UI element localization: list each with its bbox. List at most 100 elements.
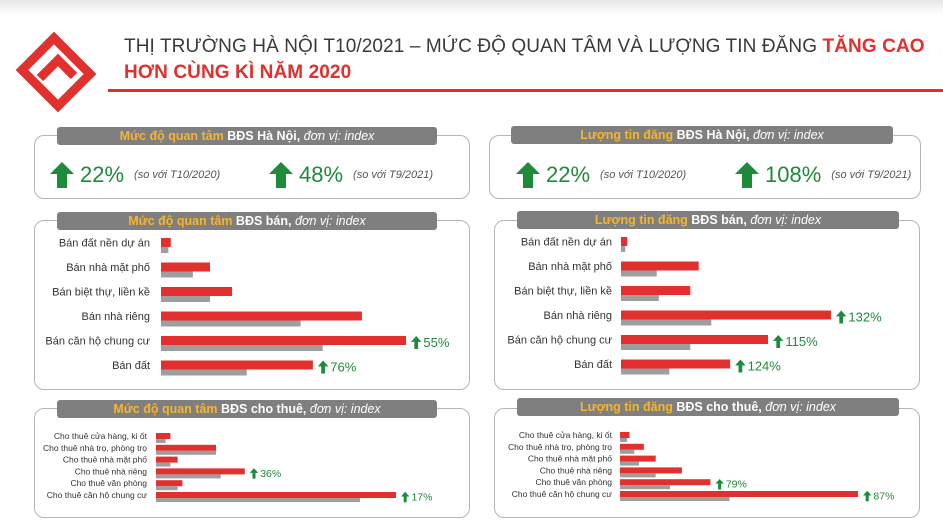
stat-note: (so với T9/2021) [831, 169, 912, 181]
interest-overall-panel [34, 135, 470, 199]
bar-previous [620, 497, 730, 501]
company-logo-icon [15, 31, 97, 113]
bar-current [620, 443, 644, 450]
growth-label: 124% [748, 358, 782, 373]
listings-sale-label: Lượng tin đăng BĐS bán, đơn vị: index [517, 211, 899, 229]
category-label: Cho thuê cửa hàng, ki ốt [519, 430, 613, 440]
category-label: Bán nhà riêng [82, 311, 151, 323]
bar-current [621, 261, 699, 271]
category-label: Bán biệt thự, liền kề [514, 285, 612, 297]
bar-previous [156, 474, 221, 479]
bar-previous [156, 462, 171, 467]
bar-previous [620, 438, 628, 442]
bar-previous [620, 473, 656, 478]
bar-current [621, 286, 691, 295]
bar-previous [161, 345, 323, 351]
up-arrow-icon [836, 310, 847, 324]
growth-label: 76% [330, 359, 356, 374]
stat-value: 48% [299, 162, 344, 187]
listings-overall-panel [489, 135, 921, 199]
up-arrow-icon [317, 360, 329, 374]
bar-current [161, 238, 171, 247]
listings-overall-label: Lượng tin đăng BĐS Hà Nội, đơn vị: index [511, 126, 893, 144]
bar-current [161, 311, 362, 321]
category-label: Bán nhà riêng [544, 310, 613, 322]
bar-current [620, 479, 711, 486]
growth-label: 87% [873, 490, 894, 502]
bar-current [620, 467, 682, 474]
category-label: Cho thuê nhà trọ, phòng trọ [508, 442, 612, 452]
interest-overall-label: Mức độ quan tâm BĐS Hà Nội, đơn vị: inde… [57, 127, 437, 145]
up-arrow-icon [401, 491, 410, 503]
bar-previous [621, 344, 691, 350]
category-label: Cho thuê nhà riêng [540, 465, 613, 475]
category-label: Bán đất [112, 360, 150, 372]
up-arrow-icon [715, 478, 724, 490]
bar-previous [161, 296, 210, 302]
interest-rent-label: Mức độ quan tâm BĐS cho thuê, đơn vị: in… [57, 400, 437, 418]
category-label: Bán căn hộ chung cư [507, 334, 612, 346]
stat-note: (so với T10/2020) [134, 169, 221, 181]
stat-note: (so với T9/2021) [353, 169, 434, 181]
category-label: Cho thuê nhà mặt phố [63, 455, 147, 465]
bar-previous [620, 449, 635, 454]
up-arrow-icon [735, 162, 759, 188]
bar-previous [621, 270, 657, 277]
up-arrow-icon [863, 490, 872, 502]
category-label: Cho thuê văn phòng [535, 477, 612, 487]
bar-previous [156, 450, 216, 455]
category-label: Bán đất nền dự án [59, 237, 150, 249]
bar-current [620, 455, 656, 462]
bar-previous [621, 368, 670, 375]
stat-value: 22% [546, 162, 591, 187]
up-arrow-icon [516, 162, 540, 188]
up-arrow-icon [249, 468, 259, 479]
category-label: Bán đất [574, 359, 612, 371]
category-label: Cho thuê nhà trọ, phòng trọ [43, 443, 147, 453]
growth-label: 132% [848, 309, 882, 324]
bar-current [161, 287, 233, 296]
interest-yoy-stat: 22% (so với T10/2020) [50, 160, 220, 190]
bar-current [620, 491, 858, 497]
up-arrow-icon [411, 336, 422, 349]
up-arrow-icon [269, 162, 293, 188]
bar-previous [621, 319, 712, 326]
bar-current [621, 335, 768, 344]
category-label: Bán nhà mặt phố [528, 261, 612, 273]
growth-label: 55% [423, 335, 449, 350]
bar-previous [621, 295, 659, 301]
category-label: Bán đất nền dự án [521, 236, 612, 248]
bar-previous [156, 486, 178, 491]
up-arrow-icon [50, 162, 74, 188]
bar-current [156, 433, 171, 439]
header-divider [108, 89, 943, 92]
bar-current [156, 456, 178, 463]
top-band [0, 0, 943, 14]
page-title: THỊ TRƯỜNG HÀ NỘI T10/2021 – MỨC ĐỘ QUAN… [124, 36, 925, 83]
stat-value: 108% [765, 162, 822, 187]
bar-current [621, 237, 628, 246]
category-label: Bán biệt thự, liền kề [52, 286, 150, 298]
category-label: Cho thuê căn hộ chung cư [512, 489, 613, 499]
listings-yoy-stat: 22% (so với T10/2020) [516, 160, 686, 190]
up-arrow-icon [773, 335, 784, 348]
bar-previous [161, 271, 193, 278]
category-label: Cho thuê cửa hàng, ki ốt [54, 431, 148, 441]
category-label: Cho thuê văn phòng [70, 478, 147, 488]
bar-current [156, 480, 183, 487]
category-label: Cho thuê căn hộ chung cư [47, 490, 148, 500]
bar-previous [161, 320, 301, 327]
growth-label: 36% [260, 468, 281, 480]
up-arrow-icon [735, 359, 746, 373]
bar-previous [156, 498, 360, 502]
category-label: Cho thuê nhà mặt phố [528, 454, 612, 464]
bar-current [620, 432, 630, 438]
bar-current [156, 444, 216, 451]
growth-label: 115% [785, 334, 818, 349]
bar-current [161, 360, 313, 370]
listings-rent-label: Lượng tin đăng BĐS cho thuê, đơn vị: ind… [517, 398, 899, 416]
stat-note: (so với T10/2020) [600, 169, 687, 181]
